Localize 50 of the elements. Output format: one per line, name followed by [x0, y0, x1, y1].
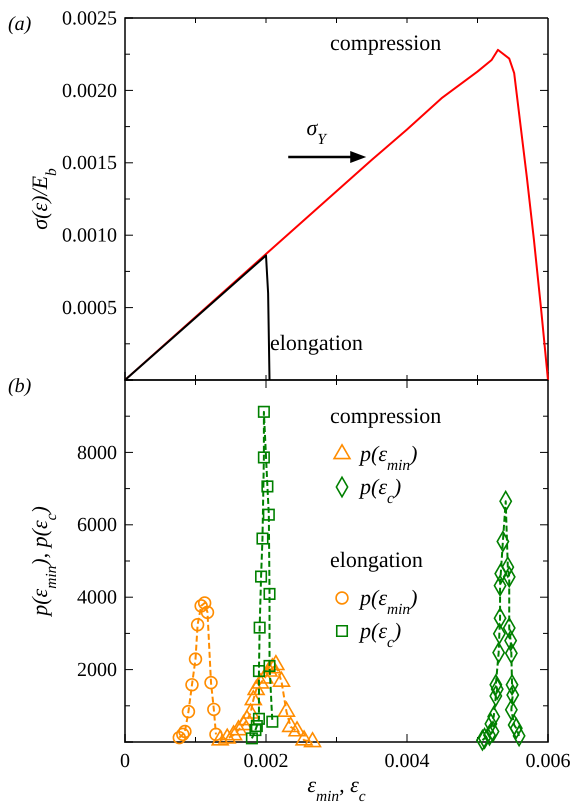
y-tick-label: 0.0015	[62, 152, 117, 174]
y-tick-label: 0.0025	[62, 7, 117, 30]
x-axis-title: ε$_{min}$, ε$_{c}$	[307, 772, 366, 804]
point	[185, 678, 199, 692]
point	[258, 451, 270, 464]
annotation: σ$_{Y}$	[306, 115, 328, 148]
point	[249, 724, 262, 736]
point	[250, 720, 263, 732]
y-tick-label: 0.0020	[62, 80, 117, 102]
point	[178, 724, 192, 738]
legend-label: p(ε$_{c}$)	[358, 474, 402, 506]
point	[258, 406, 270, 418]
point	[190, 618, 204, 632]
point	[263, 588, 276, 600]
annotation: compression	[330, 30, 442, 55]
y-tick-label: 4000	[77, 586, 117, 609]
annotation: compression	[330, 403, 442, 428]
text: (a)	[8, 13, 32, 35]
annotation: elongation	[270, 330, 363, 355]
point	[200, 606, 214, 620]
legend-label: p(ε$_{c}$)	[358, 618, 402, 650]
point	[182, 704, 196, 718]
x-tick-label: 0.006	[526, 750, 570, 772]
legend-label: p(ε$_{min}$)	[358, 585, 418, 618]
point	[188, 652, 202, 666]
point	[194, 599, 208, 613]
point	[261, 480, 274, 492]
y-tick-label: 2000	[77, 659, 117, 681]
legend-label: p(ε$_{min}$)	[358, 441, 418, 474]
x-tick-label: 0	[120, 750, 130, 772]
point	[266, 716, 278, 728]
y-tick-label: 6000	[77, 514, 117, 536]
point	[252, 712, 265, 725]
x-tick-label: 0.002	[244, 750, 288, 772]
point	[256, 532, 269, 545]
point	[204, 676, 218, 690]
point	[246, 732, 258, 744]
point	[207, 702, 221, 716]
point	[198, 596, 212, 610]
y-tick-label: 0.0010	[62, 224, 117, 247]
y-tick-label: 8000	[77, 442, 117, 464]
text: (b)	[8, 375, 32, 397]
point	[176, 728, 190, 742]
point	[255, 570, 268, 583]
point	[262, 508, 275, 521]
annotation: elongation	[330, 547, 423, 572]
y-tick-label: 0.0005	[62, 297, 117, 319]
point	[172, 730, 186, 744]
point	[254, 622, 266, 634]
x-tick-label: 0.004	[384, 750, 430, 772]
